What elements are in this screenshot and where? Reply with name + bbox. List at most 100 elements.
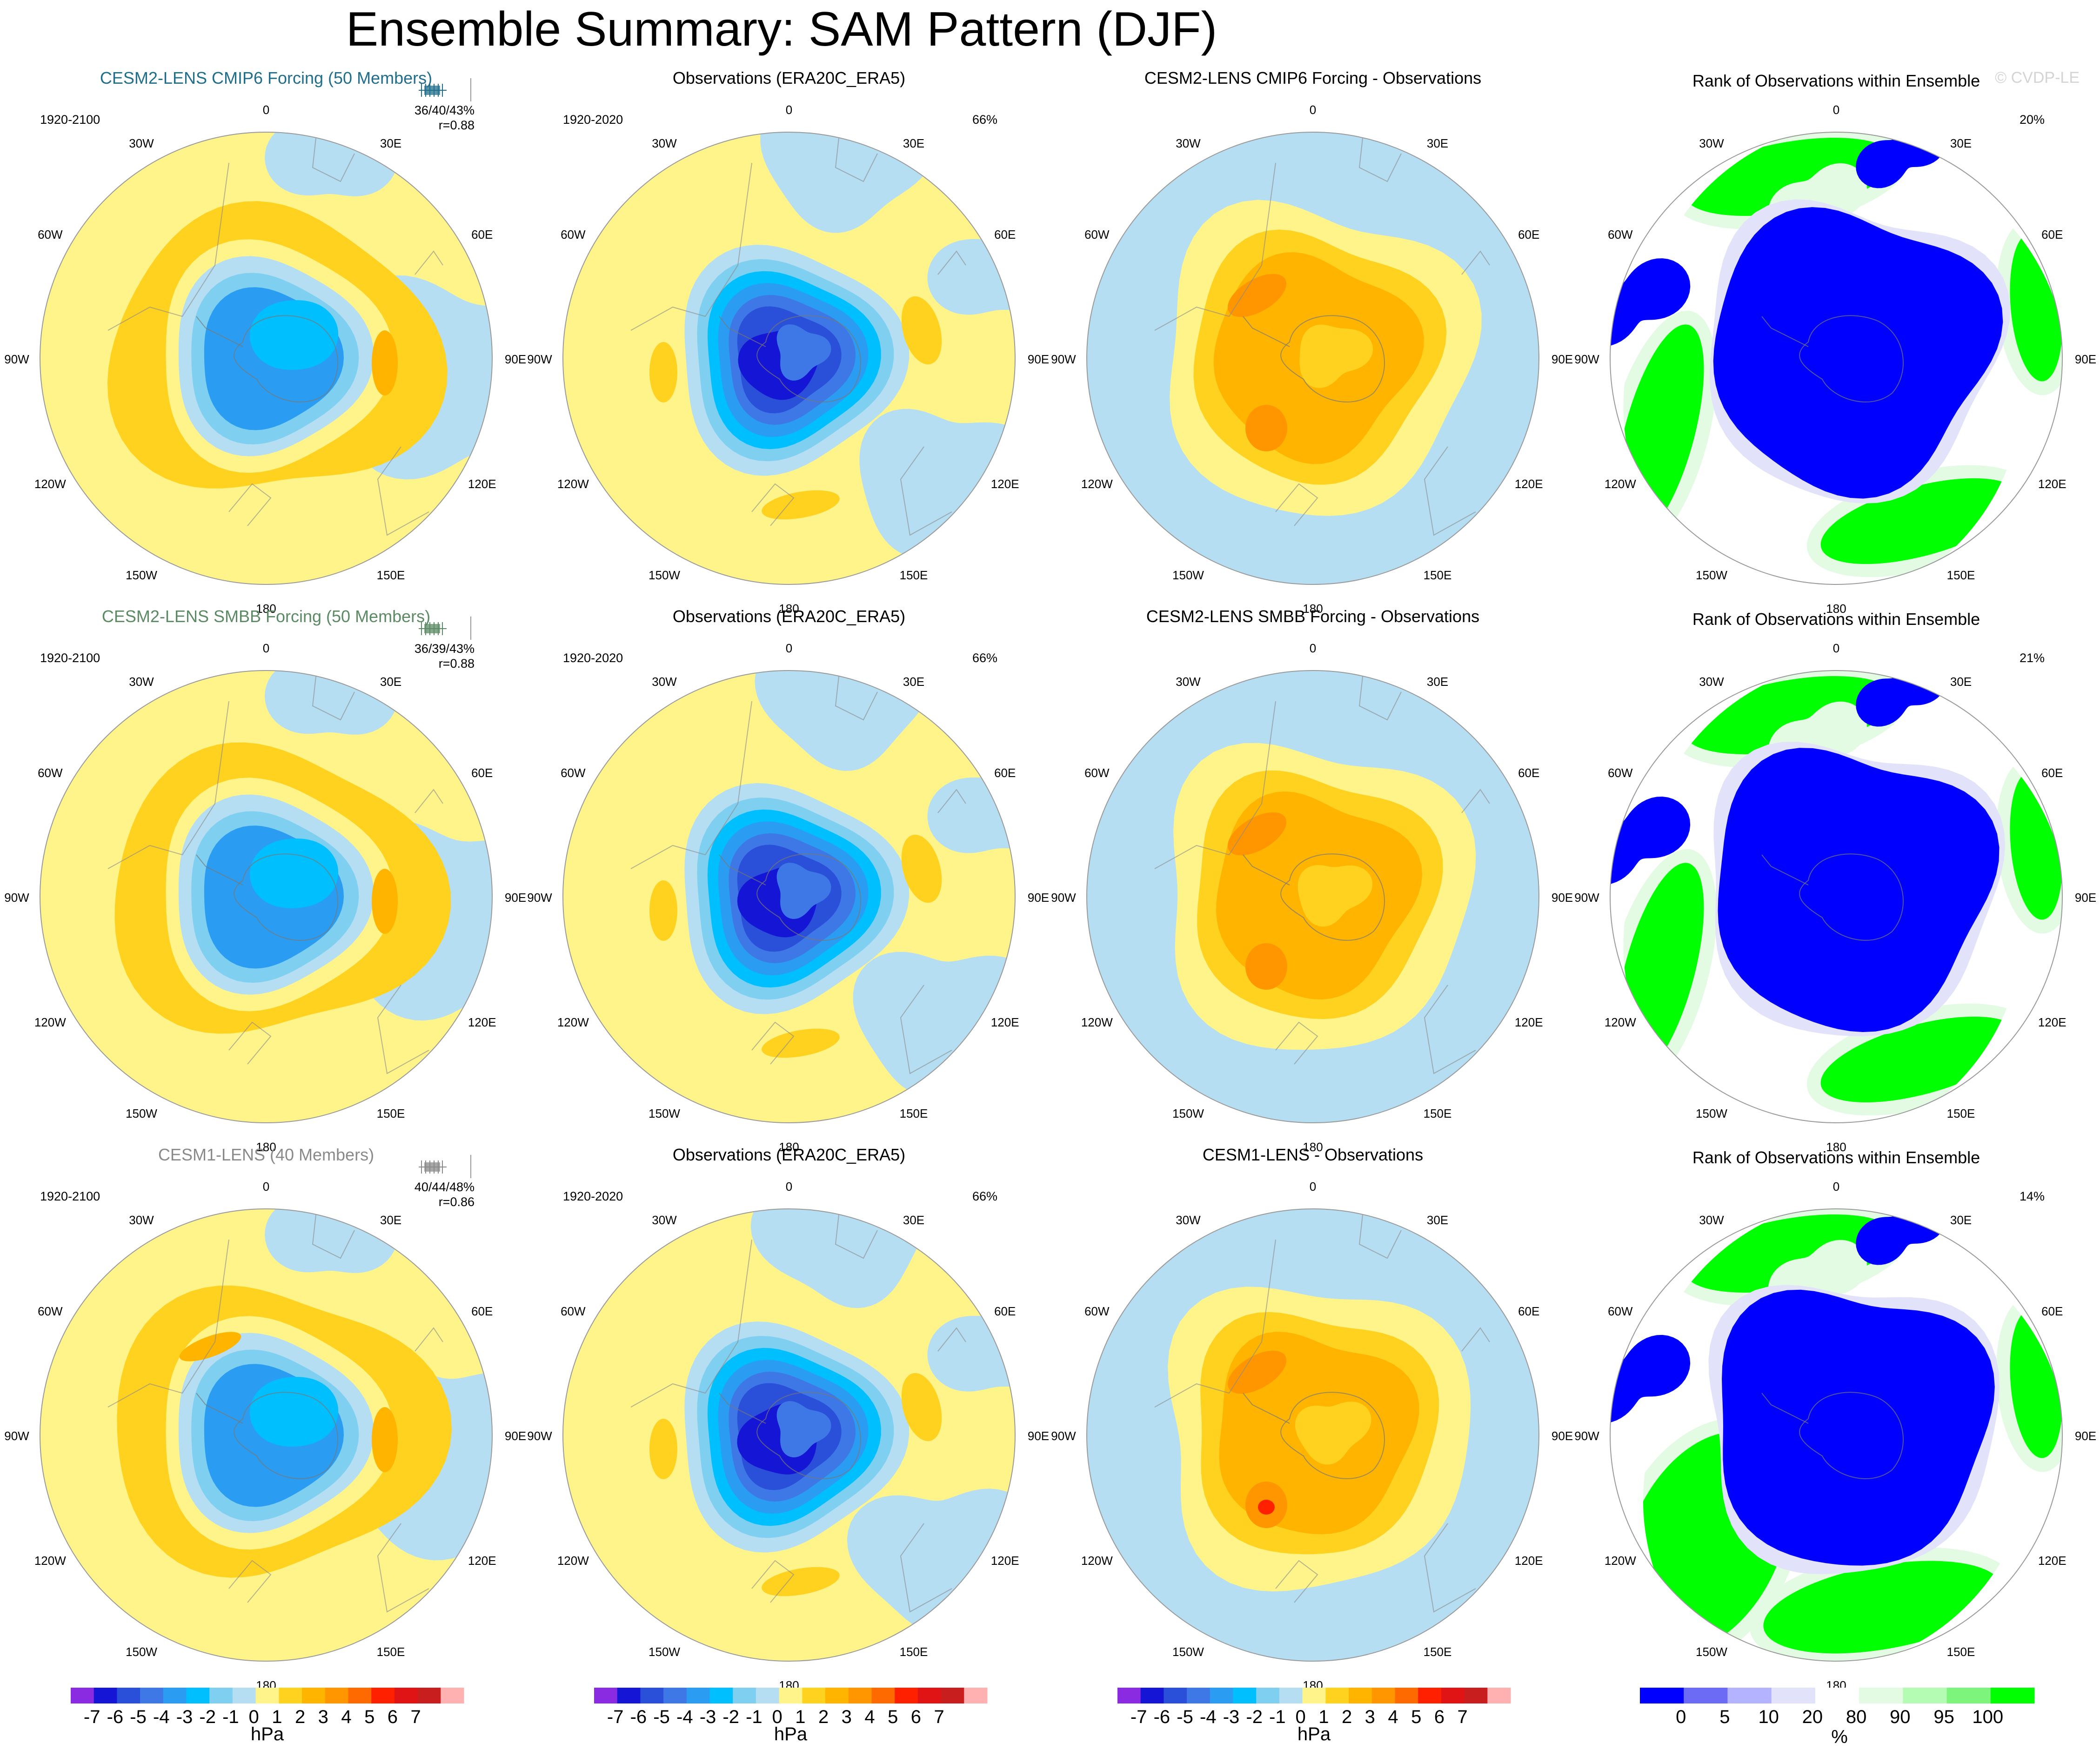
continent-coastline [107, 162, 229, 331]
lon-label: 150W [126, 568, 157, 582]
map-boundary [1610, 132, 2063, 585]
lon-label: 90E [1028, 891, 1049, 905]
colorbar-tick-label: -4 [676, 1707, 693, 1727]
panel-obs-row-3: 030E60E90E120E150E180150W120W90W60W30WOb… [527, 1145, 1049, 1692]
rank-region-0-west [1610, 258, 1691, 347]
map-boundary [1086, 132, 1539, 585]
correlation-label: r=0.88 [439, 657, 475, 671]
lon-label: 60W [561, 766, 586, 780]
antarctic-peninsula [196, 316, 243, 347]
colorbar-swatch [117, 1688, 140, 1703]
map-boundary [40, 132, 493, 585]
lon-label: 150E [1947, 1645, 1975, 1659]
colorbar-swatch [1487, 1688, 1511, 1703]
lon-label: 90W [1051, 352, 1076, 366]
lon-label: 0 [1833, 103, 1839, 117]
lon-label: 120W [1605, 1554, 1636, 1568]
colorbar-swatch [1140, 1688, 1164, 1703]
colorbar-tick-label: 1 [272, 1707, 282, 1727]
continent-coastline [1358, 1209, 1402, 1259]
field-positive-cell-west [134, 871, 157, 913]
panel-rank-row-2: 0 30E 60E 90E 120E 150E 180 150W 120W 90W 60W 30W Ra… [1574, 610, 2096, 1154]
continent-coastline [1461, 789, 1490, 813]
map-boundary [40, 670, 493, 1123]
map-boundary [562, 1208, 1016, 1662]
colorbar-tick-label: 6 [388, 1707, 398, 1727]
field-negative-southeast [853, 952, 1015, 1097]
colorbar-tick-label: -5 [130, 1707, 147, 1727]
panel-diff-row-2: 0 30E 60E 90E 120E 150E 180 150W 120W 90W 60W 30W CE… [1051, 607, 1573, 1154]
lon-label: 0 [1833, 1180, 1839, 1194]
lon-label: 60E [1518, 1304, 1539, 1318]
percent-label: 21% [2020, 651, 2045, 665]
colorbar-swatch [871, 1688, 895, 1703]
lon-label: 120W [34, 1015, 66, 1029]
lon-label: 180 [1303, 602, 1323, 616]
continent-coastline [1154, 162, 1276, 331]
antarctic-peninsula [719, 1393, 766, 1424]
field-max-cell-sw [1245, 943, 1287, 990]
field-positive-cell-west [134, 333, 157, 375]
continent-coastline [1424, 1523, 1476, 1613]
lon-label: 150E [900, 1107, 928, 1120]
colorbar-swatch [325, 1688, 348, 1703]
continent-coastline [1358, 671, 1402, 721]
lon-label: 150E [377, 1645, 405, 1659]
lon-label: 150W [126, 1107, 157, 1120]
lon-label: 180 [779, 1140, 799, 1154]
lon-label: 120E [1515, 1015, 1543, 1029]
lon-label: 60W [1608, 228, 1633, 241]
antarctic-peninsula [196, 1393, 243, 1424]
continent-coastline [228, 483, 272, 526]
antarctica-coastline [1280, 1392, 1385, 1479]
lon-label: 120W [1081, 477, 1113, 491]
colorbar-tick-label: 5 [1719, 1707, 1730, 1727]
panel-map-obs [563, 1209, 1015, 1661]
period-label: 1920-2020 [563, 113, 623, 127]
map-boundary [562, 132, 1016, 585]
lon-label: 30W [1176, 1213, 1201, 1227]
field-positive-cell-west [134, 1409, 157, 1451]
panel-map-rank [1610, 1209, 2062, 1661]
colorbar-swatch [733, 1688, 756, 1703]
field-positive-cell-south [762, 1028, 840, 1058]
lon-label: 60E [994, 766, 1016, 780]
lon-label: 150W [1172, 1107, 1204, 1120]
lon-label: 90E [2075, 1429, 2096, 1443]
lon-label: 120W [557, 477, 589, 491]
lon-label: 90W [4, 1429, 29, 1443]
lon-label: 30W [129, 1213, 154, 1227]
antarctica-coastline [1280, 315, 1385, 402]
continent-coastline [835, 1209, 878, 1259]
colorbar-tick-label: -1 [222, 1707, 239, 1727]
colorbar-swatch [186, 1688, 210, 1703]
period-label: 1920-2100 [40, 1189, 100, 1203]
lon-label: 60W [1084, 1304, 1110, 1318]
colorbar-tick-label: -7 [607, 1707, 624, 1727]
field-positive-cell-south [762, 1567, 840, 1596]
panel-diff-row-3: 030E60E90E120E150E180150W120W90W60W30WCE… [1051, 1145, 1573, 1692]
lon-label: 120E [991, 1015, 1019, 1029]
field-inner-plateau [1297, 865, 1373, 927]
field-negative-north [750, 1209, 927, 1308]
panel-title: Rank of Observations within Ensemble [1692, 1148, 1980, 1167]
colorbar-tick-label: 10 [1758, 1707, 1779, 1727]
lon-label: 30W [1699, 675, 1724, 689]
percent-label: 36/39/43% [415, 642, 475, 656]
colorbar-swatch [1640, 1688, 1684, 1703]
continent-coastline [1275, 1021, 1318, 1065]
colorbar-tick-label: 3 [842, 1707, 852, 1727]
pressure-colorbar: -7 -6 -5 -4 -3 -2 -1 0 1 2 3 4 5 6 7 hPa [71, 1688, 464, 1744]
lon-label: 90W [4, 352, 29, 366]
lon-label: 30W [652, 675, 677, 689]
antarctic-peninsula [1761, 1393, 1809, 1424]
lon-label: 150W [649, 1645, 680, 1659]
colorbar-tick-label: 1 [1318, 1707, 1329, 1727]
panel-model-row-2: 0 30E 60E 90E 120E 150E 180 150W 120W 90W 60W 30W CE… [4, 607, 526, 1154]
period-label: 1920-2020 [563, 1189, 623, 1203]
continent-coastline [107, 1239, 229, 1408]
lon-label: 180 [1303, 1140, 1323, 1154]
continent-coastline [1461, 250, 1490, 275]
correlation-label: r=0.88 [439, 118, 475, 132]
lon-label: 120W [1605, 477, 1636, 491]
